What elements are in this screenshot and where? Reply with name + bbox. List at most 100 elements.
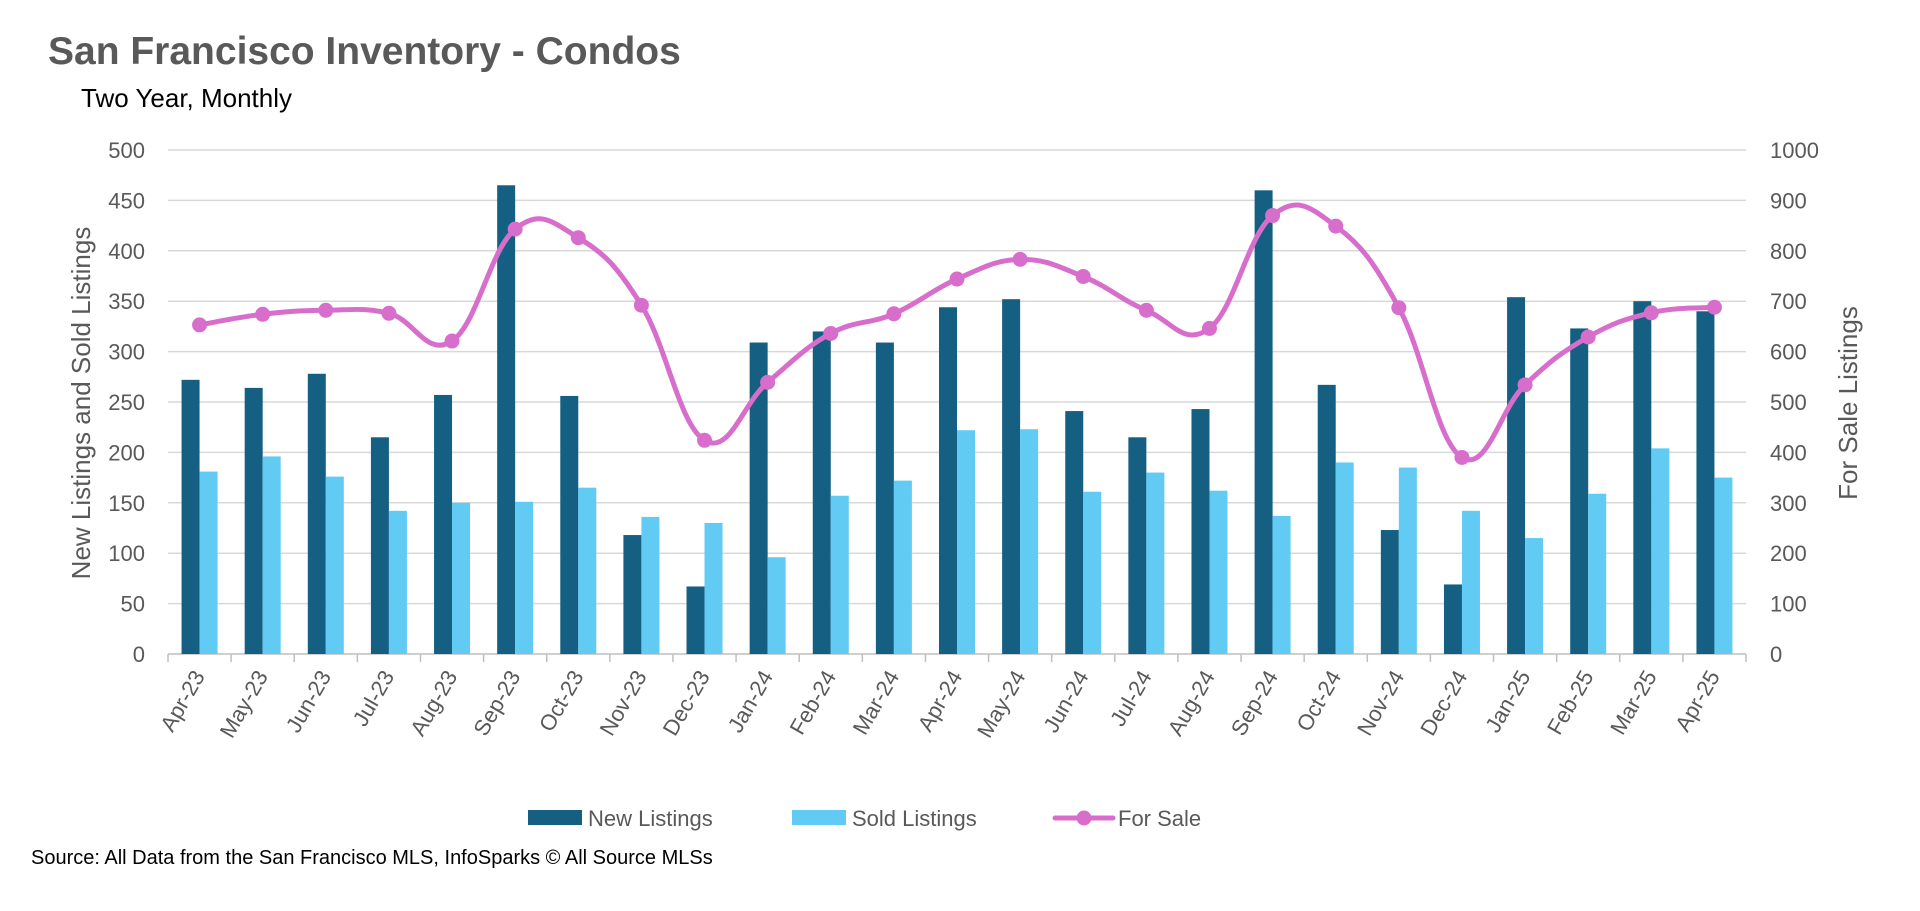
sold-listings-bar xyxy=(1398,467,1417,654)
legend-marker-for-sale xyxy=(1076,810,1092,826)
y-tick-label: 400 xyxy=(108,239,145,264)
for-sale-point xyxy=(1328,218,1344,234)
y-tick-label: 350 xyxy=(108,289,145,314)
y-axis-title: New Listings and Sold Listings xyxy=(66,227,96,580)
for-sale-point xyxy=(1643,305,1659,321)
y-tick-label: 100 xyxy=(108,541,145,566)
new-listings-bar xyxy=(560,395,579,654)
sold-listings-bar xyxy=(515,501,534,654)
sold-listings-bar xyxy=(893,480,912,654)
for-sale-point xyxy=(507,221,523,237)
y-tick-label: 200 xyxy=(108,440,145,465)
y-tick-label: 150 xyxy=(108,491,145,516)
y2-tick-label: 100 xyxy=(1770,592,1807,617)
legend-label-sold-listings: Sold Listings xyxy=(852,806,977,831)
new-listings-bar xyxy=(1507,297,1526,654)
sold-listings-bar xyxy=(388,510,407,654)
sold-listings-bar xyxy=(1146,472,1165,654)
sold-listings-bar xyxy=(830,495,849,654)
new-listings-bar xyxy=(1317,384,1336,654)
new-listings-bar xyxy=(623,535,642,654)
y2-tick-label: 300 xyxy=(1770,491,1807,516)
for-sale-point xyxy=(633,297,649,313)
sold-listings-bar xyxy=(704,522,723,654)
sold-listings-bar xyxy=(767,557,786,654)
for-sale-point xyxy=(697,432,713,448)
for-sale-point xyxy=(444,333,460,349)
for-sale-point xyxy=(1454,449,1470,465)
new-listings-bar xyxy=(1128,437,1147,654)
for-sale-point xyxy=(1201,320,1217,336)
sold-listings-bar xyxy=(1714,477,1733,654)
legend-swatch-new-listings xyxy=(528,810,582,825)
sold-listings-bar xyxy=(1209,490,1228,654)
new-listings-bar xyxy=(434,394,453,654)
new-listings-bar xyxy=(370,437,389,654)
sold-listings-bar xyxy=(1272,515,1291,654)
y2-axis-title: For Sale Listings xyxy=(1833,306,1863,500)
for-sale-point xyxy=(192,317,208,333)
new-listings-bar xyxy=(1191,409,1210,654)
sold-listings-bar xyxy=(578,487,597,654)
for-sale-point xyxy=(570,230,586,246)
y-tick-label: 450 xyxy=(108,188,145,213)
for-sale-point xyxy=(1706,299,1722,315)
y2-tick-label: 600 xyxy=(1770,340,1807,365)
new-listings-bar xyxy=(1002,299,1021,654)
for-sale-point xyxy=(1580,329,1596,345)
y2-tick-label: 400 xyxy=(1770,440,1807,465)
y2-tick-label: 500 xyxy=(1770,390,1807,415)
for-sale-point xyxy=(886,306,902,322)
for-sale-point xyxy=(823,325,839,341)
for-sale-point xyxy=(1391,300,1407,316)
source-note: Source: All Data from the San Francisco … xyxy=(31,847,713,869)
for-sale-point xyxy=(1138,302,1154,318)
sold-listings-bar xyxy=(199,471,218,654)
y2-tick-label: 1000 xyxy=(1770,138,1819,163)
new-listings-bar xyxy=(1065,411,1084,654)
legend-swatch-sold-listings xyxy=(792,810,846,825)
sold-listings-bar xyxy=(1020,429,1039,654)
new-listings-bar xyxy=(875,342,894,654)
for-sale-point xyxy=(255,306,271,322)
legend-label-new-listings: New Listings xyxy=(588,806,713,831)
new-listings-bar xyxy=(812,331,831,654)
sold-listings-bar xyxy=(262,456,281,654)
sold-listings-bar xyxy=(1083,491,1102,654)
for-sale-point xyxy=(318,302,334,318)
for-sale-point xyxy=(1012,251,1028,267)
new-listings-bar xyxy=(1254,190,1273,654)
y2-tick-label: 200 xyxy=(1770,541,1807,566)
y-tick-label: 250 xyxy=(108,390,145,415)
sold-listings-bar xyxy=(1651,448,1670,654)
for-sale-point xyxy=(949,271,965,287)
sold-listings-bar xyxy=(325,476,344,654)
sold-listings-bar xyxy=(1588,493,1607,654)
for-sale-point xyxy=(1517,377,1533,393)
y-tick-label: 500 xyxy=(108,138,145,163)
sold-listings-bar xyxy=(452,502,471,654)
y2-tick-label: 800 xyxy=(1770,239,1807,264)
new-listings-bar xyxy=(307,373,326,654)
y2-tick-label: 700 xyxy=(1770,289,1807,314)
new-listings-bar xyxy=(497,185,516,654)
new-listings-bar xyxy=(244,387,263,654)
for-sale-point xyxy=(760,374,776,390)
new-listings-bar xyxy=(939,307,957,654)
new-listings-bar xyxy=(686,586,705,654)
new-listings-bar xyxy=(1570,328,1589,654)
y-tick-label: 300 xyxy=(108,340,145,365)
for-sale-point xyxy=(381,305,397,321)
chart-title: San Francisco Inventory - Condos xyxy=(48,30,681,73)
new-listings-bar xyxy=(181,379,200,654)
new-listings-bar xyxy=(1633,301,1652,654)
legend: New Listings Sold Listings For Sale xyxy=(528,806,1201,831)
legend-label-for-sale: For Sale xyxy=(1118,806,1201,831)
for-sale-point xyxy=(1265,208,1281,224)
sold-listings-bar xyxy=(1335,462,1354,654)
for-sale-point xyxy=(1075,269,1091,285)
new-listings-bar xyxy=(749,342,768,654)
sold-listings-bar xyxy=(641,516,660,654)
